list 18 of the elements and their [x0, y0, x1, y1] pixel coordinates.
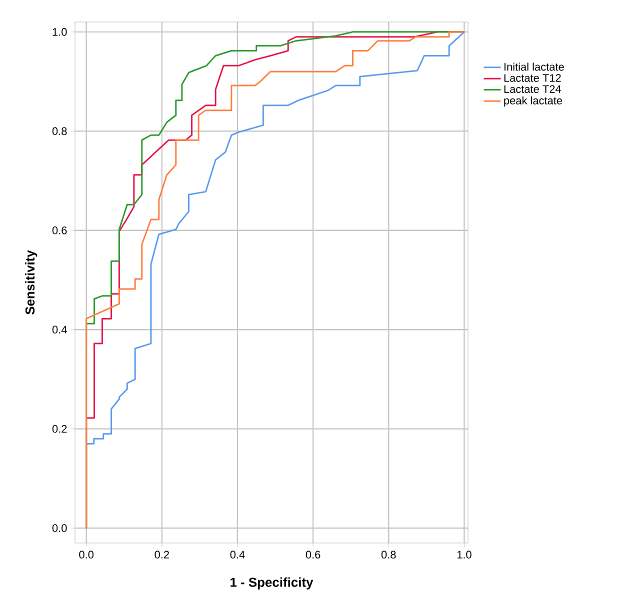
x-tick-label: 1.0	[457, 550, 472, 559]
legend-label: Lactate T12	[504, 74, 561, 82]
x-tick-label: 0.8	[381, 550, 396, 559]
y-tick-label: 1.0	[52, 28, 67, 36]
y-tick-label: 0.8	[52, 127, 67, 136]
legend-label: peak lactate	[504, 96, 562, 107]
x-tick-label: 0.0	[79, 550, 94, 559]
y-tick-label: 0.4	[52, 326, 67, 334]
x-tick-label: 0.2	[154, 550, 169, 559]
y-tick-label: 0.0	[52, 524, 67, 532]
y-tick-label: 0.6	[52, 226, 67, 234]
x-tick-label: 0.6	[306, 550, 320, 559]
y-axis-title: Sensitivity	[25, 250, 38, 315]
legend-label: Lactate T24	[504, 85, 562, 93]
x-tick-label: 0.4	[230, 550, 245, 559]
legend-label: Initial lactate	[504, 62, 564, 71]
x-axis-title: 1 - Specificity	[230, 577, 314, 590]
y-tick-label: 0.2	[52, 425, 67, 433]
